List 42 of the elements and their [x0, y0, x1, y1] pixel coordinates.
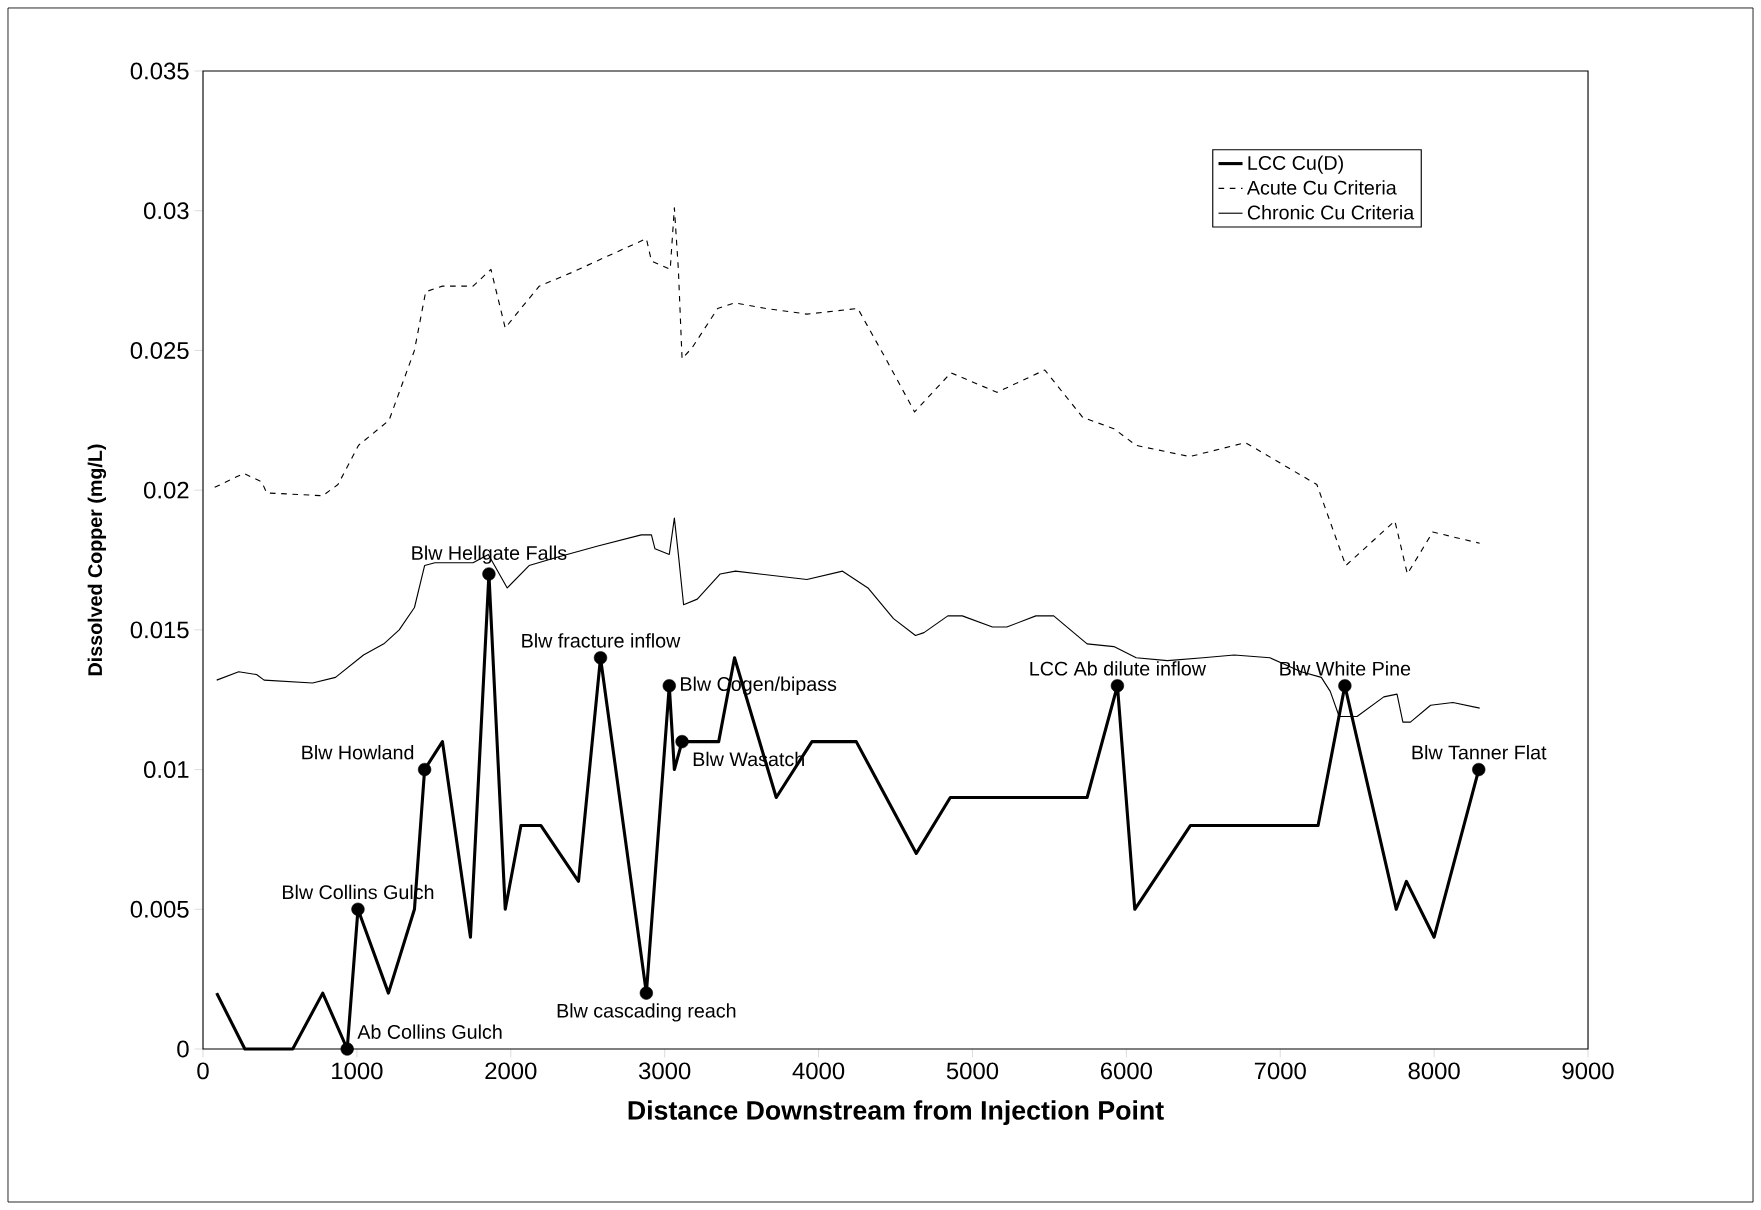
annotation: Ab Collins Gulch: [357, 1024, 502, 1039]
legend-label: LCC Cu(D): [1248, 155, 1343, 174]
x-tick-label: 7000: [1254, 1062, 1306, 1080]
legend-label: Acute Cu Criteria: [1246, 180, 1397, 195]
y-tick-label: 0.035: [130, 62, 189, 80]
y-tick-label: 0.03: [144, 202, 189, 220]
point: [482, 567, 496, 581]
y-tick-label: 0.005: [130, 900, 189, 918]
x-tick-label: 2000: [485, 1062, 537, 1080]
x-tick-label: 1000: [332, 1062, 383, 1080]
x-tick-label: 6000: [1100, 1062, 1152, 1080]
x-tick-label: 5000: [946, 1062, 999, 1080]
annotation: Blw Howland: [302, 744, 414, 760]
annotation: LCC Ab dilute inflow: [1030, 661, 1207, 676]
y-tick-label: 0.025: [130, 341, 189, 359]
x-tick-label: 3000: [638, 1062, 691, 1080]
point: [639, 986, 653, 1000]
y-axis-title: Dissolved Copper (mg/L): [87, 444, 107, 676]
x-tick-label: 0: [197, 1062, 209, 1080]
y-tick-label: 0.015: [130, 621, 189, 639]
point: [593, 651, 608, 665]
x-tick-label: 9000: [1562, 1062, 1614, 1080]
x-tick-label: 8000: [1408, 1062, 1460, 1080]
annotation: Blw cascading reach: [557, 1003, 736, 1022]
y-tick-label: 0: [177, 1040, 189, 1058]
annotation: Blw Tanner Flat: [1412, 744, 1547, 760]
legend-label: Chronic Cu Criteria: [1247, 205, 1415, 220]
point: [1338, 679, 1352, 693]
point: [675, 735, 689, 749]
annotation: Blw Hellgate Falls: [412, 545, 567, 564]
point: [418, 762, 432, 777]
x-axis-title: Distance Downstream from Injection Point: [628, 1100, 1164, 1126]
x-tick-label: 4000: [792, 1062, 845, 1080]
y-tick-label: 0.01: [144, 761, 189, 779]
annotation: Blw fracture inflow: [522, 633, 681, 648]
point: [340, 1042, 354, 1056]
line-series: [214, 207, 1481, 575]
point: [351, 902, 365, 916]
point: [1110, 679, 1125, 693]
point: [1472, 762, 1486, 777]
y-tick-label: 0.02: [144, 481, 189, 499]
point: [662, 679, 676, 693]
